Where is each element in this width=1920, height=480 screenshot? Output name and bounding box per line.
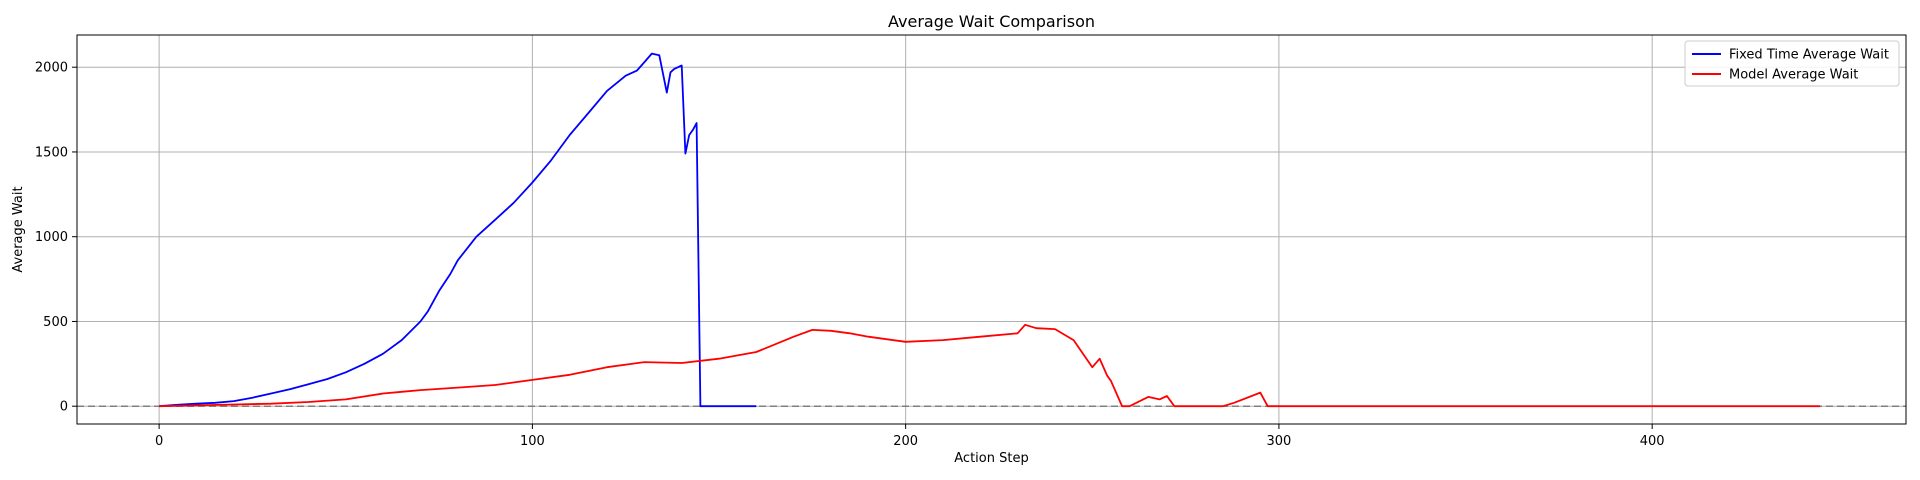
x-tick-label: 200 [893,434,918,449]
legend-label-fixed-time: Fixed Time Average Wait [1729,48,1889,63]
plot-frame [76,34,1907,425]
chart-title: Average Wait Comparison [888,12,1095,31]
series-line-1 [159,323,1821,408]
y-tick-label: 2000 [35,61,68,76]
x-axis-title: Action Step [954,451,1028,466]
y-tick-label: 1000 [35,230,68,245]
legend-box [1684,40,1900,87]
plot-lines [77,52,1906,408]
x-tick-label: 400 [1640,434,1665,449]
axis-ticks: 0 100 200 300 400 0 500 1000 1500 2000 [35,61,1665,449]
x-tick-label: 100 [520,434,545,449]
y-tick-label: 500 [43,315,68,330]
y-axis-title: Average Wait [11,186,26,272]
series-line-0 [159,52,757,408]
legend-label-model: Model Average Wait [1729,68,1858,83]
legend: Fixed Time Average Wait Model Average Wa… [1684,40,1900,87]
x-tick-label: 0 [155,434,163,449]
y-tick-label: 1500 [35,145,68,160]
x-tick-label: 300 [1267,434,1292,449]
y-tick-label: 0 [60,400,68,415]
